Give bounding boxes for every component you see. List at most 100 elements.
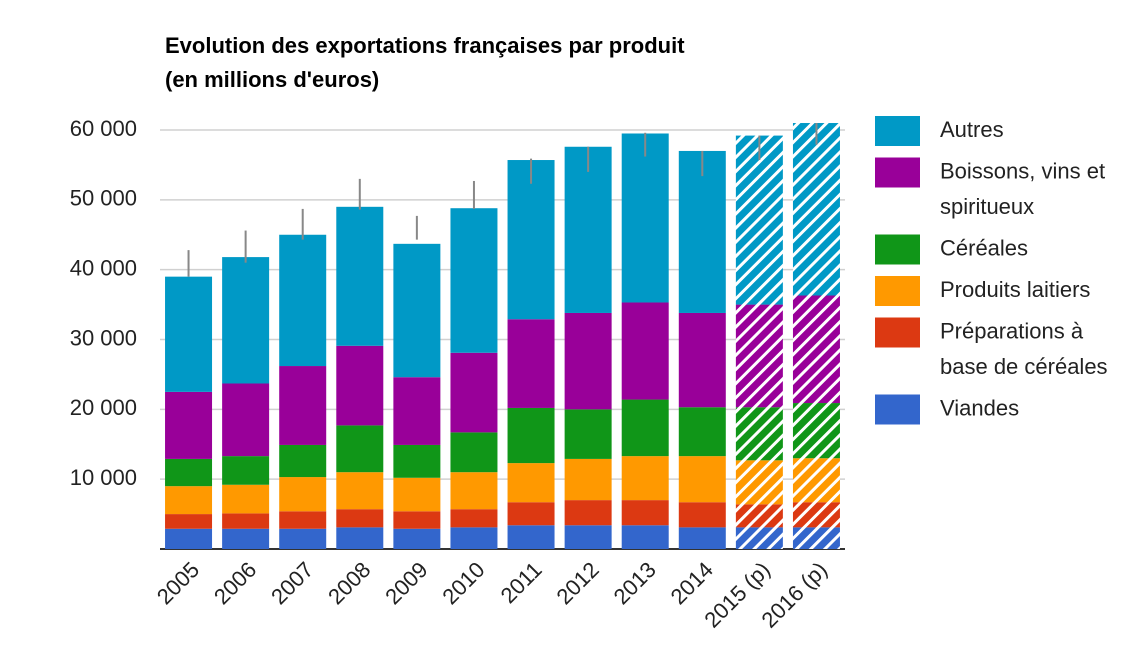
legend-swatch <box>875 234 920 265</box>
bar-segment <box>564 146 612 313</box>
bar-segment <box>279 234 327 367</box>
legend-label: Boissons, vins et spiritueux <box>940 158 1111 219</box>
y-tick-label: 20 000 <box>70 395 137 420</box>
x-tick-label: 2010 <box>437 557 489 609</box>
bar-segment <box>792 502 840 528</box>
legend-label: Autres <box>940 117 1004 142</box>
bar-segment <box>450 509 498 528</box>
bar-segment <box>393 528 441 549</box>
bar-segment <box>678 407 726 457</box>
bar-segment <box>393 377 441 445</box>
legend-swatch <box>875 157 920 188</box>
legend-swatch <box>875 317 920 348</box>
bar-segment <box>735 460 783 505</box>
y-tick-label: 50 000 <box>70 186 137 211</box>
bar-segment <box>336 206 384 346</box>
bar-segment <box>507 502 555 526</box>
bar-segment <box>735 135 783 305</box>
bar-segment <box>735 504 783 528</box>
bar-segment <box>450 527 498 549</box>
x-tick-label: 2011 <box>496 557 547 608</box>
bar-segment <box>393 511 441 529</box>
y-tick-label: 30 000 <box>70 325 137 350</box>
bar-segment <box>621 525 669 549</box>
bar-segment <box>564 458 612 501</box>
bar-segment <box>507 407 555 464</box>
bar-segment <box>336 527 384 549</box>
bar-segment <box>507 525 555 549</box>
bar-segment <box>450 352 498 433</box>
bar-segment <box>165 528 213 549</box>
bar-segment <box>279 366 327 445</box>
x-tick-label: 2008 <box>323 557 375 609</box>
y-tick-label: 60 000 <box>70 116 137 141</box>
bar-segment <box>564 525 612 549</box>
bar-segment <box>222 484 270 514</box>
bar-segment <box>336 509 384 528</box>
bar-segment <box>222 513 270 529</box>
bar-segment <box>678 150 726 313</box>
legend-label: Céréales <box>940 235 1028 260</box>
bar-segment <box>393 243 441 378</box>
bar-segment <box>279 528 327 549</box>
bar-segment <box>279 444 327 478</box>
bar-segment <box>564 312 612 410</box>
bar-segment <box>792 403 840 459</box>
bar-segment <box>450 472 498 510</box>
legend-swatch <box>875 276 920 306</box>
bar-segment <box>165 276 213 392</box>
bar-segment <box>678 312 726 408</box>
bar-segment <box>393 477 441 512</box>
legend-label: Viandes <box>940 395 1019 420</box>
bar-segment <box>165 514 213 529</box>
bar-segment <box>222 383 270 457</box>
legend-swatch <box>875 116 920 146</box>
x-tick-label: 2012 <box>551 557 603 609</box>
bar-segment <box>678 502 726 528</box>
bar-segment <box>222 257 270 384</box>
bar-segment <box>564 500 612 526</box>
bar-segment <box>165 391 213 459</box>
legend-label: Produits laitiers <box>940 277 1090 302</box>
bar-segment <box>507 319 555 408</box>
bar-segment <box>507 463 555 503</box>
bar-segment <box>621 133 669 303</box>
bar-segment <box>678 527 726 549</box>
bar-segment <box>792 295 840 404</box>
bar-segment <box>393 444 441 478</box>
bar-segment <box>336 472 384 510</box>
x-tick-label: 2014 <box>666 557 718 609</box>
bar-segment <box>222 456 270 485</box>
chart-title: Evolution des exportations françaises pa… <box>165 33 685 58</box>
bar-segment <box>792 123 840 296</box>
x-tick-label: 2006 <box>209 557 261 609</box>
bar-segment <box>336 345 384 426</box>
bar-segment <box>165 486 213 515</box>
bar-segment <box>279 511 327 529</box>
bar-segment <box>450 208 498 353</box>
legend-label: Préparations à base de céréales <box>940 318 1108 379</box>
y-tick-label: 40 000 <box>70 255 137 280</box>
legend-swatch <box>875 394 920 425</box>
bar-segment <box>792 458 840 503</box>
bar-segment <box>735 527 783 549</box>
x-tick-label: 2007 <box>266 557 318 609</box>
bar-segment <box>564 409 612 459</box>
chart-subtitle: (en millions d'euros) <box>165 67 379 92</box>
x-tick-label: 2009 <box>380 557 432 609</box>
bar-segment <box>222 528 270 549</box>
bar-segment <box>621 399 669 457</box>
bar-segment <box>165 458 213 487</box>
bar-segment <box>735 407 783 461</box>
bar-segment <box>336 425 384 473</box>
bar-segment <box>450 432 498 473</box>
bar-segment <box>621 456 669 501</box>
x-tick-label: 2005 <box>152 557 204 609</box>
bar-segment <box>507 160 555 320</box>
bar-segment <box>792 527 840 549</box>
bar-segment <box>735 304 783 408</box>
y-tick-label: 10 000 <box>70 465 137 490</box>
bar-segment <box>621 302 669 400</box>
